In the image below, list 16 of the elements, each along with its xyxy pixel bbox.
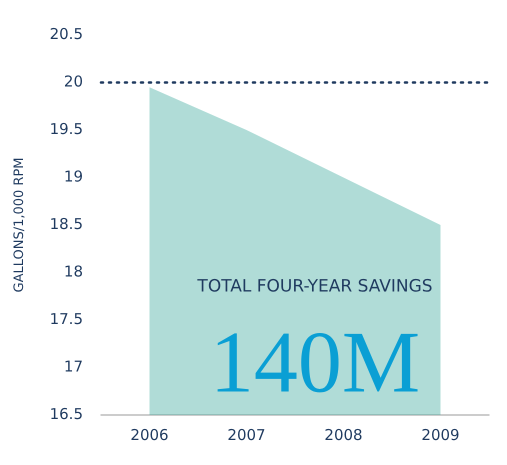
annotation: TOTAL FOUR-YEAR SAVINGS: [196, 276, 433, 296]
x-tick-label: 2009: [421, 426, 460, 444]
y-tick-label: 18: [64, 262, 83, 280]
y-tick-label: 17.5: [50, 310, 83, 328]
y-tick-label: 20: [64, 72, 83, 90]
y-tick-label: 19.5: [50, 120, 83, 138]
x-tick-label: 2006: [130, 426, 169, 444]
x-tick-label: 2008: [324, 426, 363, 444]
y-axis-title: GALLONS/1,000 RPM: [12, 157, 28, 293]
y-tick-label: 18.5: [50, 214, 83, 233]
y-tick-label: 20.5: [50, 24, 83, 43]
y-tick-label: 17: [64, 357, 83, 376]
y-tick-label: 19: [64, 167, 83, 186]
x-tick-label: 2007: [227, 426, 266, 444]
y-tick-label: 16.5: [50, 404, 83, 423]
annotation: 140M: [210, 314, 420, 412]
